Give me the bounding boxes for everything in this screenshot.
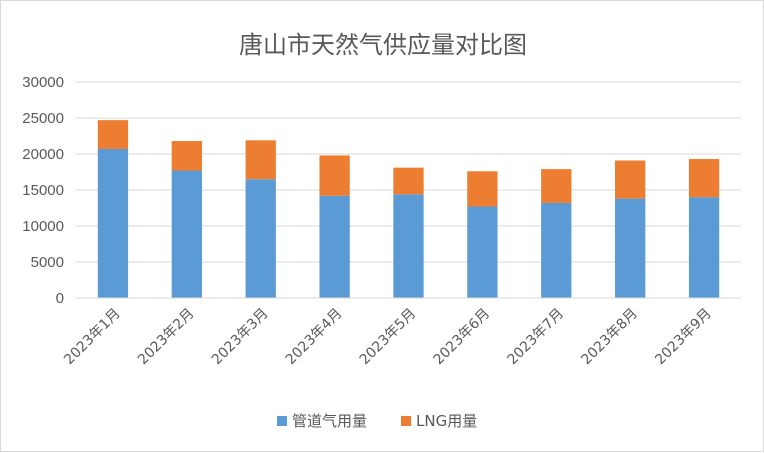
- x-axis-ticks: 2023年1月 2023年2月 2023年3月 2023年4月 2023年5月 2023年…: [61, 306, 715, 369]
- bar-lng-3: [245, 140, 276, 180]
- x-tick-label: 2023年5月: [357, 306, 420, 369]
- bar-pipeline-gas-4: [319, 195, 350, 298]
- bar-pipeline-gas-3: [245, 179, 276, 298]
- bar-lng-5: [393, 167, 424, 195]
- bar-pipeline-gas-7: [541, 202, 572, 298]
- legend-swatch: [277, 416, 287, 426]
- bar-lng-8: [615, 160, 646, 199]
- bar-pipeline-gas-8: [615, 198, 646, 298]
- legend-swatch: [401, 416, 411, 426]
- y-tick-label: 25000: [22, 110, 64, 127]
- y-tick-label: 15000: [22, 182, 64, 199]
- bar-lng-2: [171, 141, 202, 171]
- y-tick-label: 30000: [22, 74, 64, 91]
- bar-pipeline-gas-1: [97, 148, 129, 298]
- x-tick-label: 2023年7月: [504, 306, 567, 369]
- y-axis-ticks: 0 5000 10000 15000 20000 25000 30000: [22, 74, 64, 307]
- bars: [97, 120, 720, 298]
- bar-lng-6: [467, 171, 498, 207]
- bar-lng-9: [688, 159, 720, 198]
- legend-label: 管道气用量: [292, 412, 367, 430]
- x-tick-label: 2023年4月: [283, 306, 346, 369]
- chart-title: 唐山市天然气供应量对比图: [239, 31, 527, 59]
- x-tick-label: 2023年8月: [578, 306, 641, 369]
- bar-lng-1: [97, 120, 129, 149]
- x-tick-label: 2023年2月: [135, 306, 198, 369]
- bar-lng-4: [319, 155, 350, 196]
- y-tick-label: 20000: [22, 146, 64, 163]
- x-tick-label: 2023年6月: [431, 306, 494, 369]
- bar-pipeline-gas-6: [467, 206, 498, 298]
- y-tick-label: 5000: [31, 254, 64, 271]
- bar-pipeline-gas-2: [171, 170, 202, 298]
- x-tick-label: 2023年1月: [61, 306, 124, 369]
- legend-label: LNG用量: [416, 412, 477, 430]
- y-tick-label: 10000: [22, 218, 64, 235]
- y-tick-label: 0: [56, 290, 64, 307]
- x-tick-label: 2023年9月: [652, 306, 715, 369]
- bar-lng-7: [541, 169, 572, 203]
- bar-pipeline-gas-5: [393, 194, 424, 298]
- bar-pipeline-gas-9: [688, 197, 720, 298]
- x-tick-label: 2023年3月: [209, 306, 272, 369]
- legend: 管道气用量 LNG用量: [277, 412, 477, 430]
